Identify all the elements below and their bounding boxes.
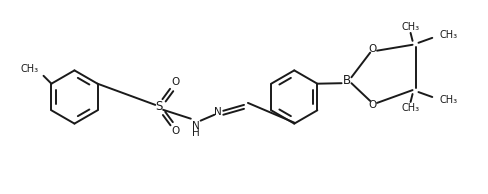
Text: H: H: [192, 128, 200, 139]
Text: CH₃: CH₃: [402, 22, 420, 32]
Text: O: O: [368, 44, 376, 54]
Text: O: O: [171, 77, 179, 87]
Text: CH₃: CH₃: [20, 64, 39, 74]
Text: CH₃: CH₃: [402, 103, 420, 113]
Text: CH₃: CH₃: [439, 95, 457, 105]
Text: B: B: [343, 74, 350, 87]
Text: CH₃: CH₃: [439, 30, 457, 40]
Text: O: O: [171, 126, 179, 137]
Text: N: N: [192, 121, 200, 131]
Text: S: S: [156, 100, 163, 113]
Text: O: O: [368, 100, 376, 110]
Text: N: N: [215, 107, 222, 117]
